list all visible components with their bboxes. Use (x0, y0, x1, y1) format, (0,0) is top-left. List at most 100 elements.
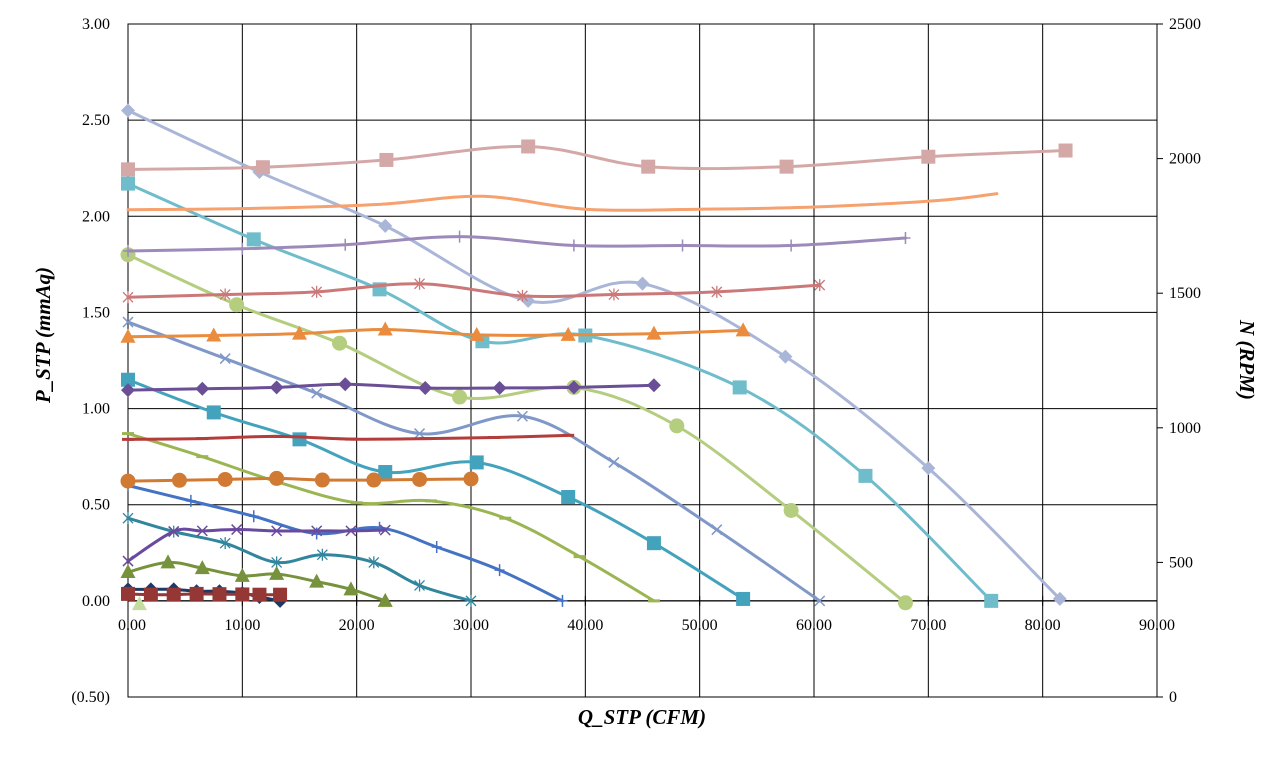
data-point (608, 456, 620, 468)
data-point (171, 472, 187, 488)
data-point (122, 316, 134, 328)
data-point (568, 239, 579, 252)
y2-tick-label: 0 (1169, 689, 1177, 706)
data-point (252, 587, 267, 602)
data-point (234, 567, 250, 582)
data-point (269, 470, 285, 486)
x-tick-label: 70.00 (910, 617, 946, 634)
data-point (521, 139, 536, 154)
data-point (984, 593, 999, 608)
y2-tick-label: 500 (1169, 554, 1193, 571)
y-tick-label: 1.00 (82, 401, 110, 418)
data-point (269, 565, 285, 580)
data-point (418, 380, 433, 395)
data-point (566, 380, 581, 395)
data-point (332, 335, 348, 351)
data-point (378, 465, 393, 480)
data-point (414, 579, 426, 592)
data-point (219, 288, 231, 301)
y-tick-label: 0.00 (82, 593, 110, 610)
data-point (608, 288, 620, 301)
data-point (814, 595, 826, 607)
data-point (677, 239, 688, 252)
data-point (121, 383, 135, 398)
data-point (229, 297, 245, 313)
data-point (122, 512, 134, 525)
data-point (217, 471, 233, 487)
data-point (338, 377, 353, 392)
data-point (454, 230, 465, 243)
data-point (316, 548, 328, 561)
y-tick-label: 0.50 (82, 497, 110, 514)
data-point (492, 380, 507, 395)
data-point (122, 291, 134, 304)
series-3 (122, 316, 826, 607)
series-2 (120, 247, 913, 611)
data-point (921, 461, 936, 476)
data-point (1052, 591, 1067, 606)
y2-tick-label: 1000 (1169, 420, 1201, 437)
data-point (292, 432, 307, 447)
data-point (378, 218, 393, 233)
series-line (126, 328, 745, 339)
y-tick-label: (0.50) (71, 689, 110, 706)
series-11 (126, 192, 999, 212)
series-8 (120, 554, 393, 607)
data-point (314, 472, 330, 488)
series-17 (120, 470, 479, 489)
data-point (778, 349, 793, 364)
data-point (122, 555, 134, 567)
x-tick-label: 40.00 (567, 617, 603, 634)
data-point (516, 410, 528, 422)
data-point (414, 277, 426, 290)
series-line (126, 432, 656, 603)
data-point (168, 525, 180, 537)
data-point (231, 524, 243, 536)
series-13 (122, 277, 826, 304)
data-point (237, 242, 248, 255)
data-point (121, 103, 135, 118)
data-point (379, 152, 394, 167)
data-point (219, 353, 231, 365)
data-point (219, 537, 231, 550)
data-point (246, 232, 261, 247)
series-line (126, 483, 564, 603)
y2-tick-label: 2000 (1169, 151, 1201, 168)
data-point (736, 591, 751, 606)
data-point (311, 387, 323, 399)
x-tick-label: 90.00 (1139, 617, 1175, 634)
data-point (120, 473, 136, 489)
data-point (121, 586, 135, 601)
series-16 (122, 433, 575, 441)
series-4 (121, 372, 751, 606)
y-tick-label: 3.00 (82, 16, 110, 33)
series-line (126, 144, 1068, 171)
data-point (166, 587, 181, 602)
data-point (814, 279, 826, 292)
data-point (469, 455, 484, 470)
data-point (494, 564, 505, 577)
data-point (735, 322, 751, 337)
data-point (120, 328, 136, 343)
series-line (126, 282, 822, 299)
data-point (368, 556, 380, 569)
data-point (897, 595, 913, 611)
x-axis-title: Q_STP (CFM) (578, 705, 706, 729)
data-point (248, 510, 259, 523)
series-line (126, 235, 907, 253)
series-20 (121, 586, 288, 602)
data-point (1058, 143, 1073, 158)
data-point (711, 285, 723, 298)
data-point (345, 525, 357, 537)
data-point (858, 468, 873, 483)
data-point (121, 162, 135, 177)
data-point (900, 232, 911, 245)
y-tick-label: 2.00 (82, 208, 110, 225)
data-point (379, 524, 391, 536)
series-5 (122, 432, 660, 603)
data-point (641, 159, 656, 174)
data-point (560, 326, 576, 341)
data-point (711, 524, 723, 536)
data-point (195, 381, 210, 396)
data-point (452, 389, 468, 405)
